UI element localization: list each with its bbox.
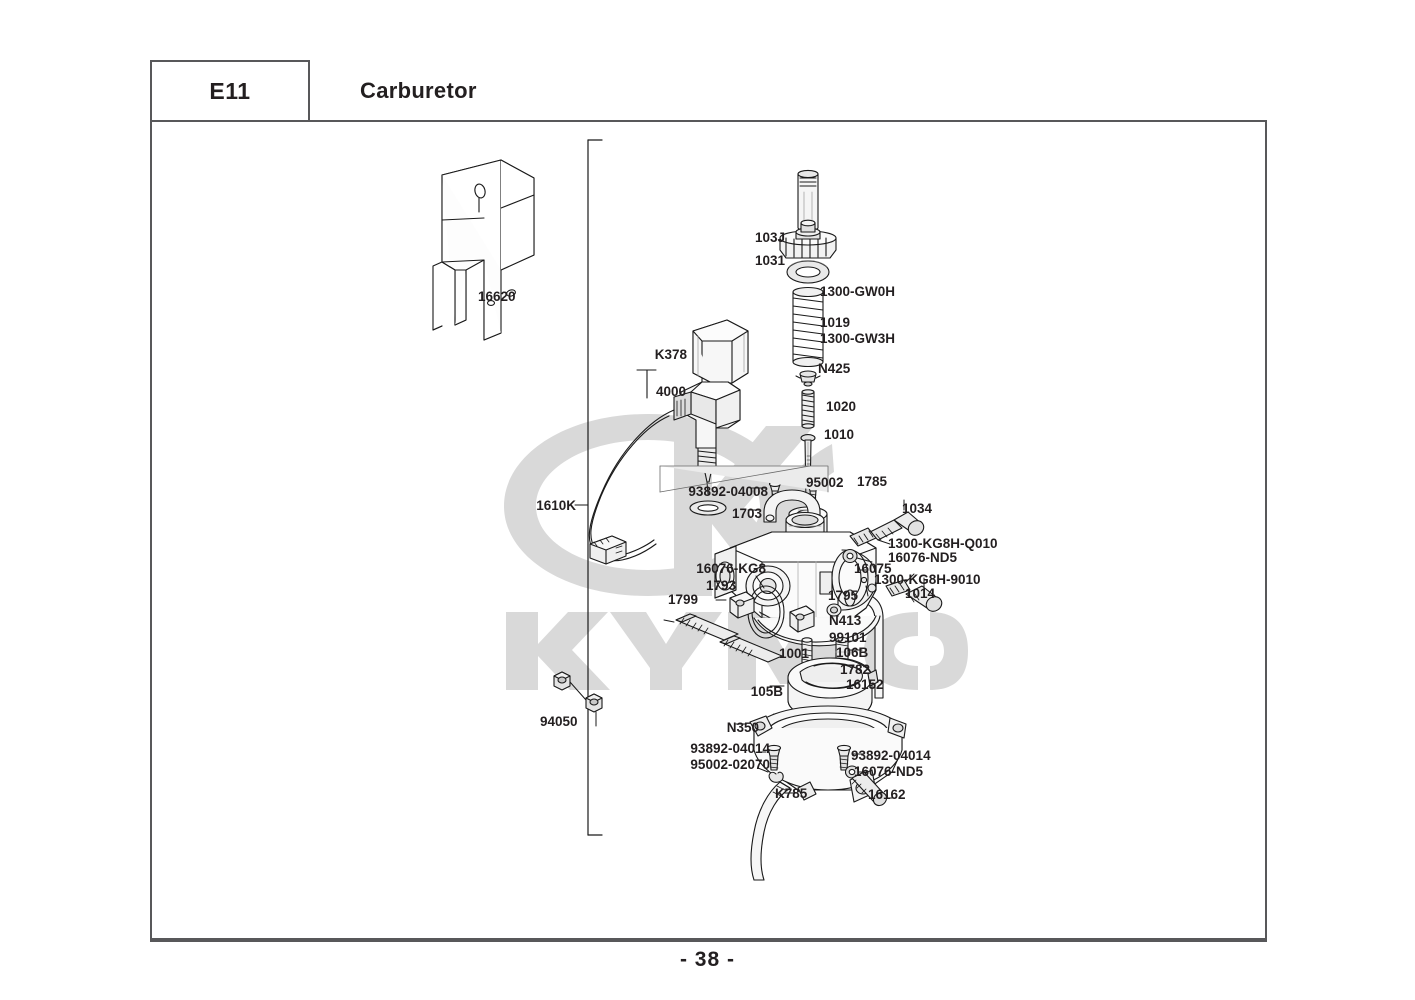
part-label-16076-ND5-upper: 16076-ND5	[888, 550, 958, 565]
part-1019	[795, 370, 821, 387]
part-label-16075: 16075	[854, 561, 892, 576]
part-label-1799: 1799	[667, 592, 698, 607]
part-K378	[692, 319, 749, 391]
part-label-1795: 1795	[827, 588, 858, 603]
part-label-1793: 1793	[705, 578, 736, 593]
section-code-box	[150, 60, 310, 122]
page-number: - 38 -	[679, 948, 735, 971]
part-label-1031: 1031	[754, 253, 785, 268]
part-93892-04014-right	[836, 744, 865, 771]
exploded-parts-drawing	[432, 139, 943, 881]
drawing-frame	[150, 120, 1267, 940]
part-16162	[851, 771, 897, 807]
part-label-95002: 95002	[806, 475, 844, 490]
part-label-95002-02070: 95002-02070	[690, 757, 770, 772]
part-label-1020: 1020	[826, 399, 857, 414]
part-label-1019: 1019	[820, 315, 851, 330]
page-title: Carburetor	[360, 78, 477, 103]
part-label-16620: 16620	[478, 289, 516, 304]
part-1300-GW0H	[792, 286, 824, 368]
part-1610K	[574, 409, 675, 565]
part-95002-02070	[757, 767, 784, 783]
part-label-1014: 1014	[905, 586, 936, 601]
part-label-N425: N425	[818, 361, 851, 376]
part-label-1703: 1703	[731, 506, 762, 521]
group-bracket	[587, 139, 603, 836]
part-label-1300-KG8H-9010: 1300-KG8H-9010	[874, 572, 981, 587]
part-93892-04014-left	[757, 744, 782, 771]
part-16620	[432, 159, 657, 399]
part-label-93892-04008: 93892-04008	[688, 484, 768, 499]
part-1300-KG8H-Q010	[849, 527, 891, 547]
part-label-N350: N350	[726, 720, 759, 735]
part-label-16076-ND5-lower: 16076-ND5	[854, 764, 924, 779]
part-label-103J: 103J	[754, 230, 785, 245]
part-1300-KG8H-9010	[885, 573, 915, 597]
part-label-105B: 105B	[750, 684, 783, 699]
part-label-16162: 16162	[868, 787, 906, 802]
part-label-4000: 4000	[655, 384, 686, 399]
part-label-1300-GW3H: 1300-GW3H	[820, 331, 896, 346]
part-label-N413: N413	[829, 613, 862, 628]
part-label-1300-GW0H: 1300-GW0H	[820, 284, 896, 299]
footer-divider	[150, 940, 1267, 942]
part-16076-ND5-upper	[842, 548, 873, 564]
part-1034	[869, 499, 925, 541]
part-label-K378: K378	[654, 347, 687, 362]
part-1031	[786, 260, 830, 284]
part-label-94050: 94050	[540, 714, 578, 729]
part-label-16076-KG8: 16076-KG8	[696, 561, 766, 576]
part-label-16152: 16152	[846, 677, 884, 692]
part-K785	[750, 781, 797, 881]
part-label-99101: 99101	[829, 630, 867, 645]
part-label-1010: 1010	[824, 427, 855, 442]
part-label-106B: 106B	[836, 645, 869, 660]
part-label-1300-KG8H-Q010: 1300-KG8H-Q010	[888, 536, 998, 551]
part-label-93892-04014-right: 93892-04014	[851, 748, 931, 763]
part-label-93892-04014-left: 93892-04014	[690, 741, 770, 756]
part-label-1034: 1034	[902, 501, 933, 516]
part-1014	[905, 577, 943, 612]
part-label-1782: 1782	[840, 662, 871, 677]
part-label-1785: 1785	[857, 474, 888, 489]
part-103J	[779, 219, 837, 259]
part-1795	[860, 576, 877, 597]
part-label-1001: 1001	[778, 646, 809, 661]
section-code: E11	[209, 77, 251, 104]
part-label-K785: K785	[775, 786, 808, 801]
part-1300-GW3H	[801, 389, 815, 429]
part-label-1610K: 1610K	[536, 498, 576, 513]
